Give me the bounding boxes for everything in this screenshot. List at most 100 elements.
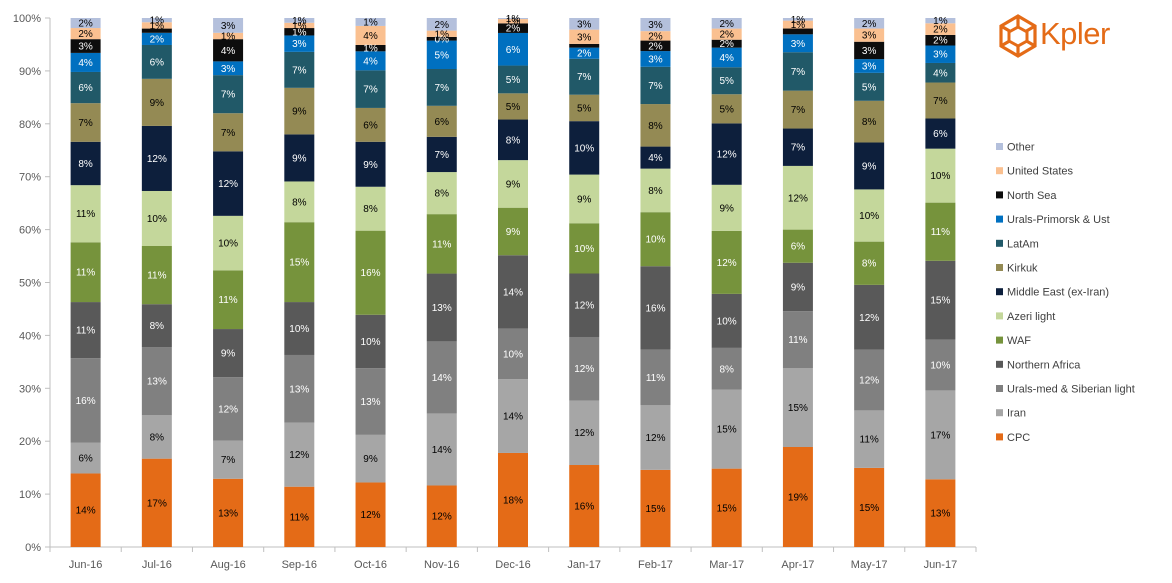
data-label: 9% (506, 227, 521, 238)
bar-segment (854, 284, 885, 350)
bar-segment (498, 93, 528, 120)
data-label: 12% (788, 193, 808, 204)
data-label: 6% (506, 45, 521, 56)
data-label: 14% (432, 445, 452, 456)
data-label: 12% (717, 258, 737, 269)
data-label: 10% (574, 143, 594, 154)
bar-segment (854, 59, 885, 73)
bar-segment (498, 255, 528, 329)
bar-segment (711, 230, 742, 294)
y-tick-label: 80% (19, 119, 41, 131)
bar-segment (141, 415, 172, 459)
bar-segment (854, 18, 885, 29)
bar-segment (569, 29, 600, 44)
bar-segment (213, 32, 244, 40)
legend-swatch (996, 215, 1003, 223)
bar-segment (355, 70, 386, 108)
bar-segment (711, 389, 742, 469)
y-tick-label: 100% (13, 13, 41, 25)
data-label: 7% (78, 118, 93, 129)
data-label: 11% (290, 512, 309, 523)
bar-segment (213, 18, 244, 33)
data-label: 1% (791, 20, 806, 31)
legend-swatch (996, 336, 1003, 344)
data-label: 9% (577, 194, 592, 205)
bar-segment (70, 141, 101, 186)
data-label: 12% (859, 376, 879, 387)
bar-segment (569, 43, 600, 48)
bar-segment (284, 35, 315, 52)
data-label: 10% (717, 316, 737, 327)
data-label: 7% (933, 96, 948, 107)
data-label: 8% (862, 117, 877, 128)
data-label: 13% (147, 377, 167, 388)
data-label: 4% (363, 56, 378, 67)
data-label: 12% (147, 154, 167, 165)
bar-segment (213, 329, 244, 378)
data-label: 3% (933, 50, 948, 61)
legend-swatch (996, 264, 1003, 271)
data-label: 6% (363, 120, 378, 131)
data-label: 15% (859, 503, 879, 514)
bar-segment (640, 104, 671, 147)
data-label: 5% (862, 82, 877, 93)
data-label: 3% (862, 46, 877, 57)
bar-segment (426, 214, 457, 274)
bar-segment (284, 302, 315, 355)
data-label: 11% (218, 295, 237, 306)
bar-segment (782, 34, 813, 53)
brand-name: Kpler (1040, 16, 1110, 51)
data-label: 1% (150, 21, 165, 32)
data-label: 14% (503, 412, 523, 423)
bar-segment (426, 105, 457, 137)
data-label: 1% (292, 16, 307, 27)
bar-segment (284, 22, 315, 29)
bar-segment (426, 40, 457, 70)
bar-segment (141, 190, 172, 246)
x-tick-label: Dec-16 (495, 559, 530, 571)
data-label: 1% (150, 16, 165, 27)
bar-segment (284, 222, 315, 303)
bar-segment (925, 82, 956, 119)
data-label: 1% (506, 17, 521, 28)
bar-segment (569, 121, 600, 175)
bar-segment (854, 349, 885, 411)
data-label: 9% (221, 349, 236, 360)
bar-segment (213, 440, 244, 479)
bar-segment (569, 58, 600, 95)
data-label: 3% (221, 21, 236, 32)
data-label: 7% (292, 65, 307, 76)
data-label: 8% (506, 135, 521, 146)
data-label: 4% (363, 31, 378, 42)
bar-segment (854, 142, 885, 190)
data-label: 9% (862, 161, 877, 172)
data-label: 12% (361, 510, 381, 521)
bar-segment (355, 230, 386, 315)
data-label: 3% (791, 39, 806, 50)
data-label: 14% (76, 506, 96, 517)
bar-segment (426, 69, 457, 106)
data-label: 7% (435, 83, 450, 94)
bar-segment (141, 32, 172, 45)
data-label: 12% (574, 364, 594, 375)
bar-segment (711, 347, 742, 390)
bar-segment (70, 71, 101, 104)
data-label: 6% (933, 129, 948, 140)
data-label: 12% (432, 512, 452, 523)
data-label: 4% (719, 53, 734, 64)
legend-label: Urals-Primorsk & Ust (1007, 214, 1110, 226)
bar-segment (284, 354, 315, 423)
y-tick-label: 90% (19, 66, 41, 78)
bar-segment (711, 47, 742, 68)
bar-segment (925, 202, 956, 261)
data-label: 13% (361, 397, 381, 408)
bar-segment (782, 368, 813, 447)
data-label: 1% (292, 21, 307, 32)
bar-segment (498, 452, 528, 547)
data-label: 16% (574, 502, 594, 513)
bar-segment (213, 270, 244, 330)
x-tick-label: Jun-16 (69, 559, 103, 571)
bar-segment (70, 39, 101, 53)
data-label: 1% (363, 17, 378, 28)
